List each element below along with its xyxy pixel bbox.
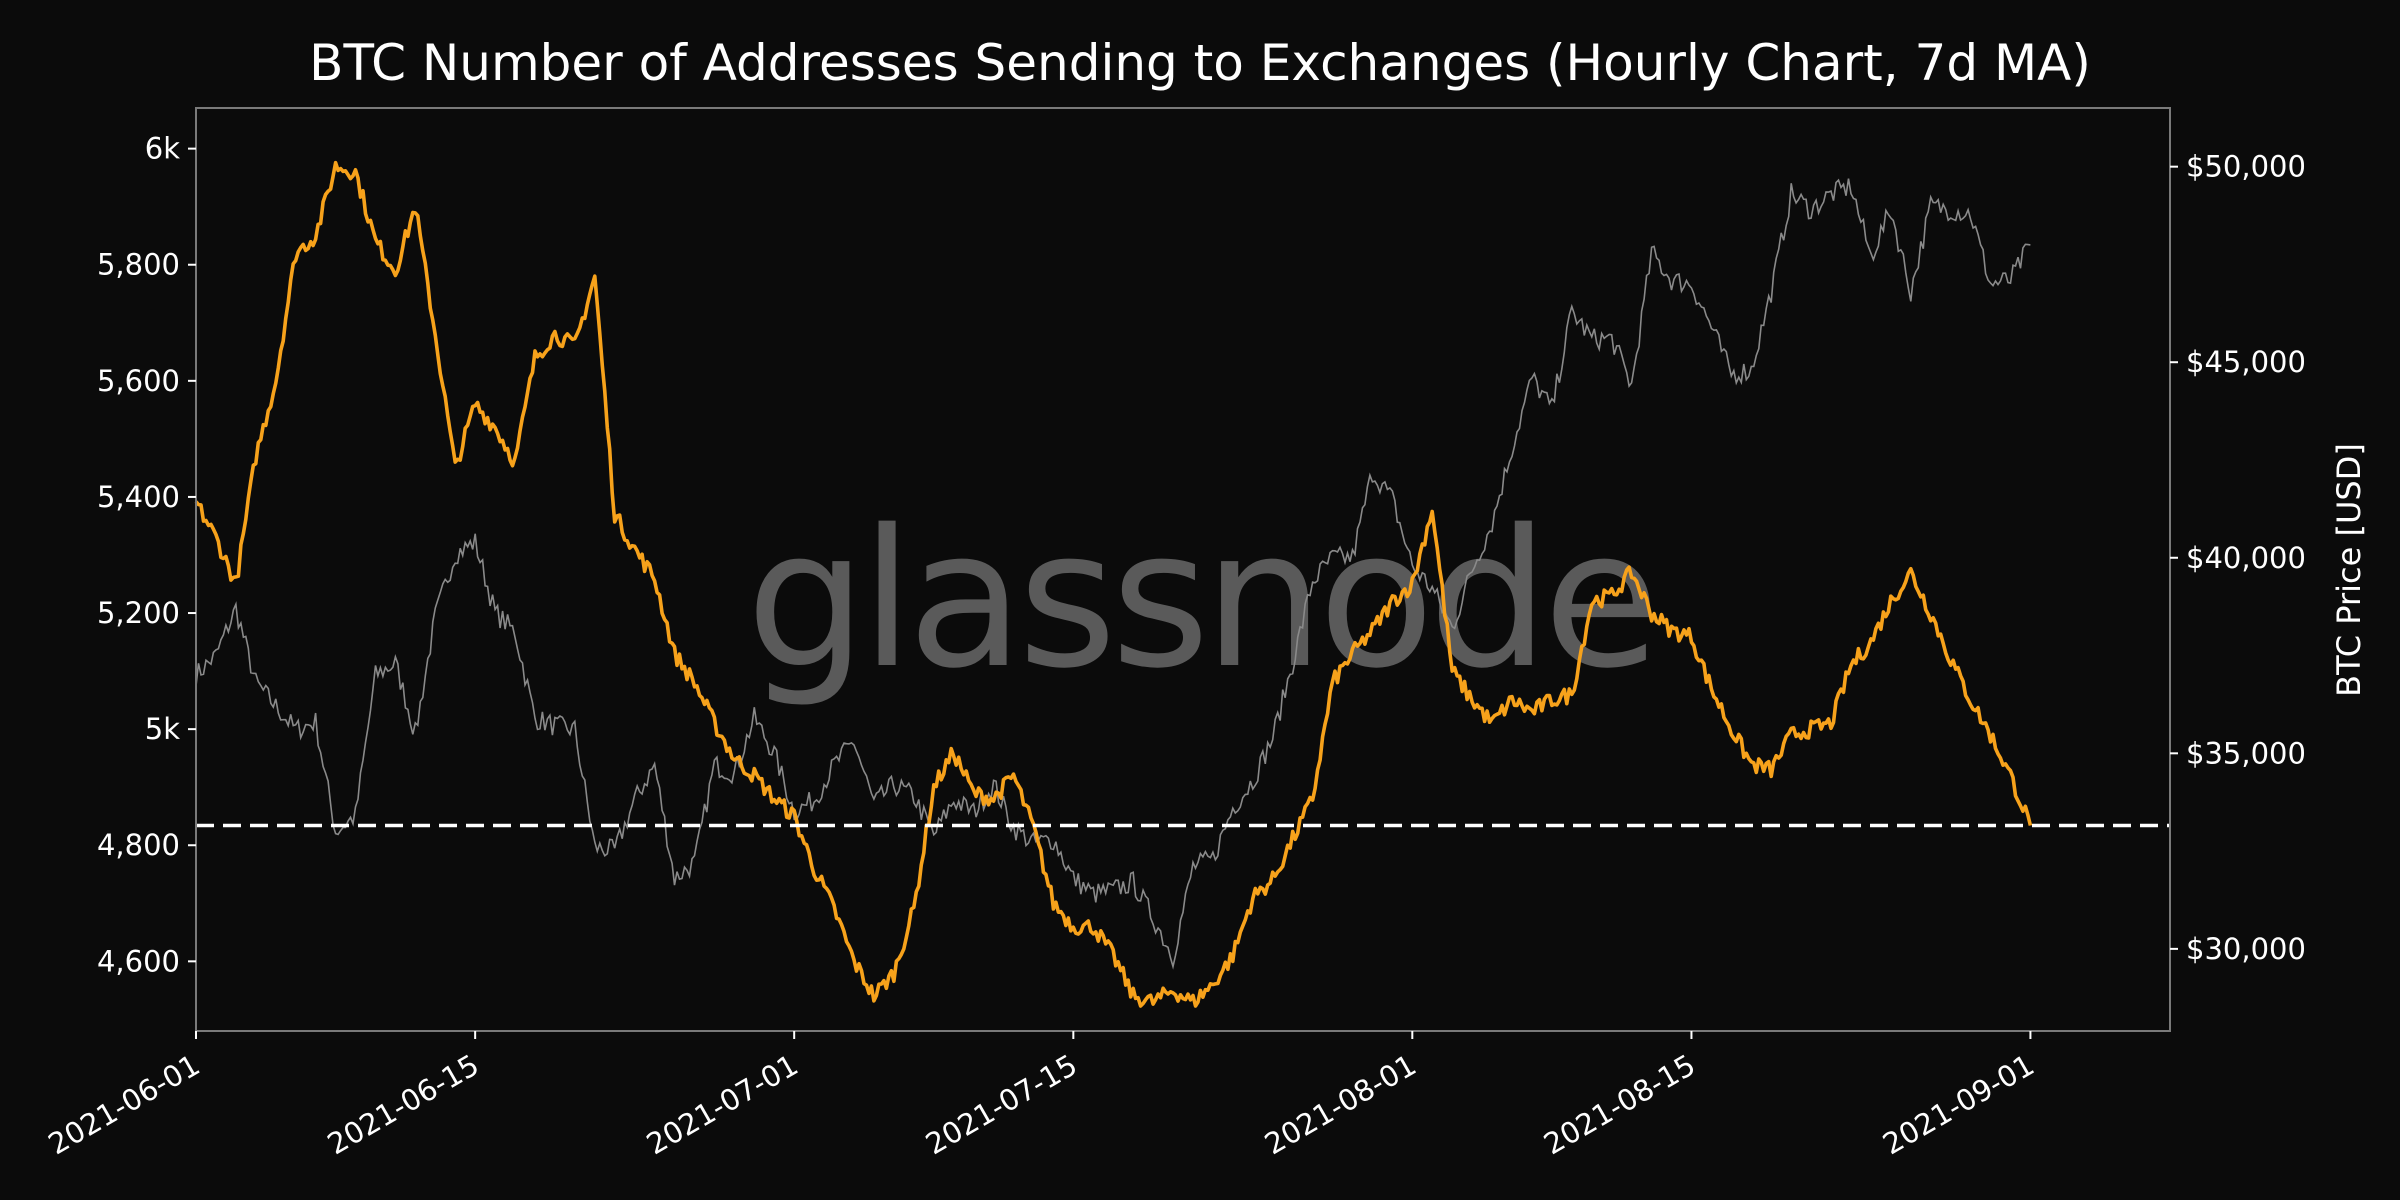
left-tick-label: 5k (145, 712, 180, 746)
right-tick-label: $35,000 (2186, 736, 2306, 770)
left-tick-label: 4,800 (97, 828, 180, 862)
plot-frame (195, 107, 2171, 1032)
left-tick-label: 4,600 (97, 944, 180, 978)
right-axis-label: BTC Price [USD] (2330, 443, 2368, 697)
right-tick-label: $45,000 (2186, 345, 2306, 379)
left-tick-label: 5,400 (97, 480, 180, 514)
price-series-layer (195, 178, 2031, 970)
right-axis-ticks: $30,000 $35,000 $40,000 $45,000 $50,000 (2170, 150, 2306, 966)
left-tick-label: 5,800 (97, 248, 180, 282)
right-tick-label: $50,000 (2186, 150, 2306, 184)
addresses-sending-line (194, 160, 2033, 1008)
left-tick-label: 5,600 (97, 364, 180, 398)
left-axis-ticks: 4,600 4,800 5k 5,200 5,400 5,600 5,800 6k (97, 132, 196, 978)
chart-title: BTC Number of Addresses Sending to Excha… (309, 34, 2091, 92)
addresses-series-layer (194, 160, 2033, 1008)
right-tick-label: $40,000 (2186, 541, 2306, 575)
right-tick-label: $30,000 (2186, 932, 2306, 966)
watermark: glassnode (746, 489, 1654, 710)
left-tick-label: 6k (145, 132, 180, 166)
btc-price-line (195, 178, 2031, 970)
left-tick-label: 5,200 (97, 596, 180, 630)
